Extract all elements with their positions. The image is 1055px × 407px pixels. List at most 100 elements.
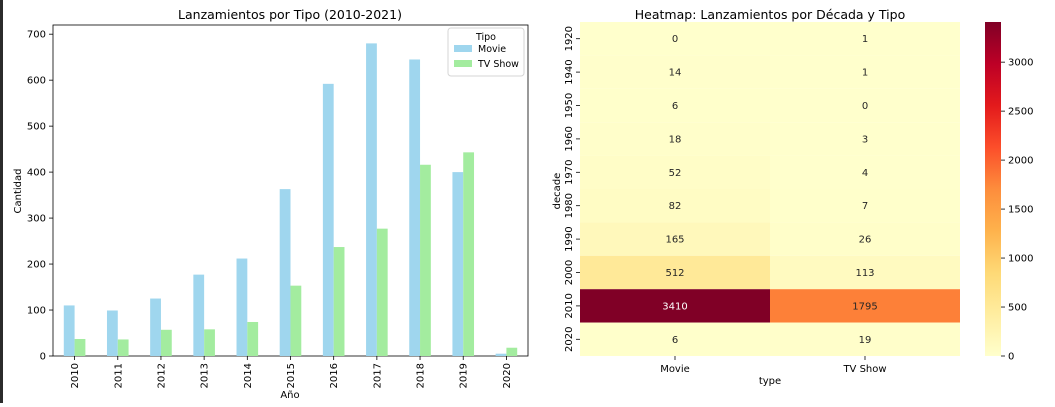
- heatmap-cell-value: 113: [855, 268, 874, 279]
- window-edge: [0, 0, 3, 403]
- bar-y-tick-label: 100: [27, 306, 46, 317]
- bar-movie-2011: [106, 310, 118, 356]
- bar-y-tick-label: 0: [40, 352, 46, 363]
- heatmap-cells: 0 1 14 1 6 0 18 3 52 4 82 7 165 26 512 113 3410 1795 6 19: [580, 22, 960, 356]
- heatmap-cell-2020-tv-show: [770, 322, 960, 356]
- colorbar-tick-label: 1000: [1008, 254, 1033, 265]
- bar-movie-2013: [193, 274, 205, 356]
- heatmap-cell-2000-tv-show: [770, 255, 960, 290]
- heatmap-cell-value: 1: [862, 34, 868, 45]
- heatmap-cell-value: 6: [672, 101, 678, 112]
- bar-y-tick-label: 200: [27, 260, 46, 271]
- colorbar-tick-label: 1500: [1008, 205, 1033, 216]
- heatmap-x-axis: Movie TV Show: [660, 356, 887, 375]
- bar-x-axis: 2010 2011 2012 2013 2014 2015 2016 2017 2018 2019…: [70, 356, 513, 388]
- heatmap-cell-value: 512: [665, 268, 684, 279]
- bar-tv-show-2010: [74, 338, 86, 356]
- heatmap-cell-1950-movie: [580, 88, 770, 123]
- bar-movie-2012: [150, 298, 161, 356]
- heatmap-cell-1940-movie: [580, 55, 770, 89]
- bar-tv-show-2015: [290, 285, 302, 356]
- bar-x-tick-label: 2012: [156, 363, 167, 388]
- heatmap-cell-1950-tv-show: [770, 88, 960, 123]
- bar-x-tick-label: 2014: [243, 363, 254, 388]
- heatmap-x-axis-label: type: [759, 376, 781, 387]
- bar-x-tick-label: 2019: [459, 363, 470, 388]
- legend-label-tv-show: TV Show: [477, 59, 519, 70]
- bar-tv-show-2014: [247, 321, 259, 356]
- bar-movie-2010: [63, 305, 75, 356]
- heatmap-cell-2000-movie: [580, 255, 770, 290]
- heatmap-title: Heatmap: Lanzamientos por Década y Tipo: [635, 7, 905, 22]
- heatmap-cell-value: 52: [669, 168, 682, 179]
- bar-x-tick-label: 2017: [372, 363, 383, 388]
- heatmap-cell-1980-tv-show: [770, 189, 960, 223]
- bar-y-axis: 0 100 200 300 400 500 600 700: [27, 30, 53, 363]
- heatmap-cell-value: 82: [669, 201, 682, 212]
- bar-tv-show-2013: [204, 329, 215, 356]
- heatmap-cell-2020-movie: [580, 322, 770, 356]
- bar-tv-show-2012: [160, 329, 172, 356]
- heatmap-cell-2010-movie: [580, 289, 770, 323]
- heatmap-cell-1920-tv-show: [770, 22, 960, 56]
- colorbar-tick-label: 2000: [1008, 156, 1033, 167]
- heatmap-cell-value: 26: [859, 235, 872, 246]
- heatmap-cell-value: 0: [672, 34, 678, 45]
- heatmap-cell-value: 0: [862, 101, 868, 112]
- colorbar: [985, 22, 1001, 356]
- heatmap-y-tick-label: 2010: [564, 293, 575, 318]
- heatmap-cell-1990-tv-show: [770, 222, 960, 256]
- heatmap-cell-2010-tv-show: [770, 289, 960, 323]
- bar-chart: Lanzamientos por Tipo (2010-2021) 0 100 20…: [13, 7, 529, 401]
- heatmap-y-tick-label: 1940: [564, 59, 575, 84]
- bar-tv-show-2017: [376, 228, 388, 356]
- heatmap-cell-value: 1: [862, 68, 868, 79]
- bar-x-axis-label: Año: [280, 390, 299, 401]
- heatmap-cell-1970-movie: [580, 155, 770, 189]
- bar-x-tick-label: 2013: [200, 363, 211, 388]
- heatmap-cell-value: 1795: [852, 301, 877, 312]
- heatmap-y-tick-label: 1920: [564, 26, 575, 51]
- bar-y-tick-label: 500: [27, 122, 46, 133]
- heatmap-cell-value: 19: [859, 335, 872, 346]
- bar-x-tick-label: 2015: [286, 363, 297, 388]
- bar-series: [63, 43, 518, 357]
- heatmap-cell-value: 6: [672, 335, 678, 346]
- colorbar-axis: 0 500 1000 1500 2000 2500 3000: [1001, 58, 1033, 363]
- heatmap-y-axis-label: decade: [552, 173, 563, 210]
- bar-x-tick-label: 2010: [70, 363, 81, 388]
- colorbar-tick-label: 3000: [1008, 58, 1033, 69]
- heatmap-cell-value: 165: [665, 235, 684, 246]
- heatmap-cell-value: 7: [862, 201, 868, 212]
- bar-movie-2016: [322, 83, 334, 356]
- heatmap-cell-1960-tv-show: [770, 122, 960, 156]
- heatmap-cell-1970-tv-show: [770, 155, 960, 189]
- bar-movie-2015: [279, 189, 291, 356]
- bar-tv-show-2018: [420, 164, 431, 356]
- bar-movie-2014: [236, 258, 248, 356]
- legend-title: Tipo: [475, 32, 496, 43]
- heatmap-y-tick-label: 1960: [564, 126, 575, 151]
- bar-y-tick-label: 400: [27, 168, 46, 179]
- heatmap-y-tick-label: 2020: [564, 327, 575, 352]
- heatmap-y-tick-label: 1980: [564, 193, 575, 218]
- bar-x-tick-label: 2018: [416, 363, 427, 388]
- heatmap-x-tick-label: TV Show: [842, 364, 886, 375]
- colorbar-tick-label: 0: [1008, 352, 1014, 363]
- heatmap-y-axis: 1920 1940 1950 1960 1970 1980 1990 2000 2010 2020: [564, 26, 580, 352]
- heatmap-cell-1940-tv-show: [770, 55, 960, 89]
- bar-movie-2017: [366, 43, 377, 357]
- heatmap-y-tick-label: 1970: [564, 160, 575, 185]
- heatmap-cell-1960-movie: [580, 122, 770, 156]
- heatmap-cell-value: 14: [669, 68, 682, 79]
- bar-tv-show-2019: [463, 152, 475, 356]
- bar-chart-title: Lanzamientos por Tipo (2010-2021): [178, 7, 402, 22]
- bar-tv-show-2011: [117, 339, 129, 356]
- legend-swatch-tv-show: [454, 60, 472, 67]
- bar-movie-2020: [495, 353, 507, 356]
- heatmap-chart: Heatmap: Lanzamientos por Década y Tipo …: [552, 7, 1033, 387]
- heatmap-cell-1980-movie: [580, 189, 770, 223]
- heatmap-y-tick-label: 1990: [564, 226, 575, 251]
- colorbar-tick-label: 500: [1008, 303, 1027, 314]
